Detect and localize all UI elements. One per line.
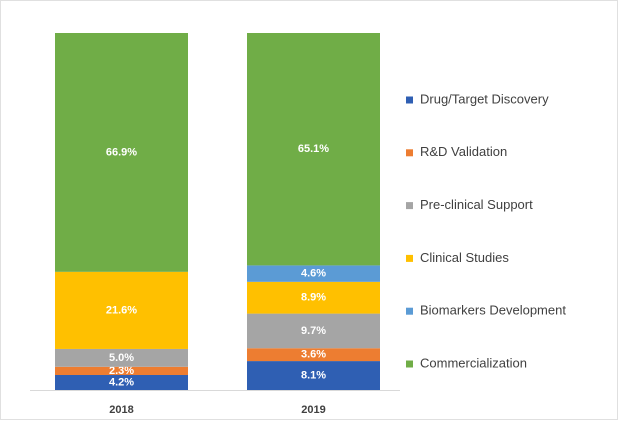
data-label: 2.3% bbox=[109, 365, 134, 377]
bar-segment bbox=[55, 366, 188, 376]
x-tick-label: 2019 bbox=[301, 404, 325, 416]
legend-swatch bbox=[406, 254, 413, 262]
legend-label: Commercialization bbox=[420, 355, 527, 370]
legend-label: Biomarkers Development bbox=[420, 303, 566, 318]
data-label: 4.2% bbox=[109, 376, 134, 388]
legend-swatch bbox=[406, 360, 413, 368]
legend-label: Clinical Studies bbox=[420, 250, 509, 265]
bar-segment bbox=[55, 375, 188, 390]
bar-segment bbox=[247, 361, 380, 390]
bar-segment bbox=[55, 271, 188, 349]
bar-segment bbox=[247, 265, 380, 282]
data-label: 5.0% bbox=[109, 352, 134, 364]
legend-swatch bbox=[406, 149, 413, 157]
bar-segment bbox=[55, 348, 188, 367]
legend-label: Drug/Target Discovery bbox=[420, 91, 549, 106]
bar-segment bbox=[247, 348, 380, 362]
legend-swatch bbox=[406, 307, 413, 315]
data-label: 8.1% bbox=[301, 369, 326, 381]
data-label: 8.9% bbox=[301, 292, 326, 304]
legend-label: R&D Validation bbox=[420, 144, 507, 159]
legend-swatch bbox=[406, 96, 413, 104]
data-label: 65.1% bbox=[298, 143, 329, 155]
bar-segment bbox=[247, 33, 380, 266]
bar-segment bbox=[247, 313, 380, 349]
data-label: 9.7% bbox=[301, 325, 326, 337]
legend-label: Pre-clinical Support bbox=[420, 197, 533, 212]
bar-segment bbox=[55, 33, 188, 272]
data-label: 21.6% bbox=[106, 304, 137, 316]
bar-segment bbox=[247, 281, 380, 314]
data-label: 66.9% bbox=[106, 146, 137, 158]
data-label: 4.6% bbox=[301, 268, 326, 280]
data-label: 3.6% bbox=[301, 349, 326, 361]
legend-swatch bbox=[406, 202, 413, 210]
x-tick-label: 2018 bbox=[109, 404, 133, 416]
